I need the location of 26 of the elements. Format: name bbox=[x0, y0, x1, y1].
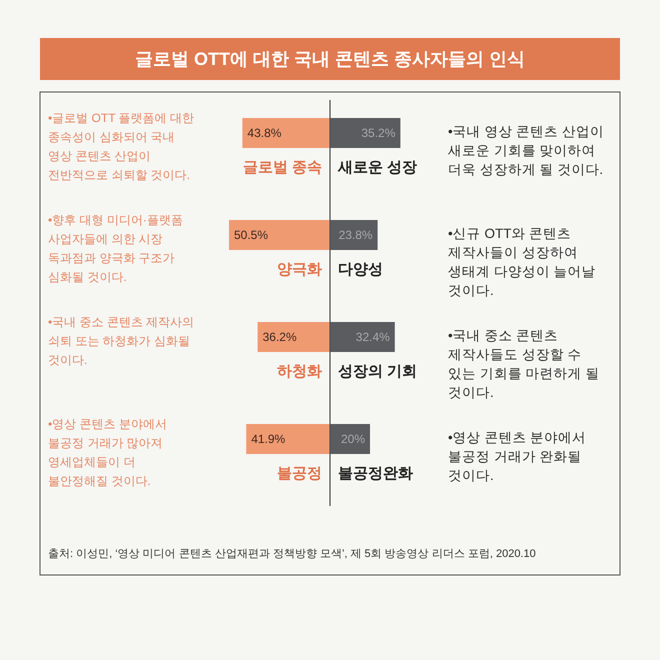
text: •영상 콘텐츠 분야에서 불공정 거래가 많아져 영세업체들이 더 불안정해질 것이다. bbox=[48, 417, 167, 488]
chart-title: 글로벌 OTT에 대한 국내 콘텐츠 종사자들의 인식 bbox=[135, 49, 525, 69]
data-label: 23.8% bbox=[338, 228, 373, 242]
text: •신규 OTT와 콘텐츠 제작사들이 성장하여 생태계 다양성이 늘어날 것이다. bbox=[448, 226, 596, 298]
y-tick-label: 글로벌 종속 bbox=[242, 159, 322, 176]
text: •글로벌 OTT 플랫폼에 대한 종속성이 심화되어 국내 영상 콘텐츠 산업이 전반적으로 쇠퇴할 것이다. bbox=[48, 111, 194, 182]
text: •국내 영상 콘텐츠 산업이 새로운 기회를 맞이하여 더욱 성장하게 될 것이다. bbox=[448, 124, 604, 177]
text: •국내 중소 콘텐츠 제작사의 쇠퇴 또는 하청화가 심화될 것이다. bbox=[48, 315, 194, 367]
y-tick-label: 새로운 성장 bbox=[337, 159, 418, 176]
text: •영상 콘텐츠 분야에서 불공정 거래가 완화될 것이다. bbox=[448, 430, 586, 483]
text: •향후 대형 미디어·플랫폼 사업자들에 의한 시장 독과점과 양극화 구조가 심화될 것이다. bbox=[48, 213, 183, 284]
y-tick-label: 성장의 기회 bbox=[338, 363, 418, 380]
data-label: 20% bbox=[340, 432, 366, 446]
data-label: 43.8% bbox=[247, 126, 282, 140]
data-label: 41.9% bbox=[251, 432, 286, 446]
y-tick-label: 양극화 bbox=[277, 261, 322, 278]
source-note: 출처: 이성민, ‘영상 미디어 콘텐츠 산업재편과 정책방향 모색’, 제 5회 방송영상 리더스 포럼, 2020.10 bbox=[48, 548, 536, 560]
y-tick-label: 불공정 bbox=[277, 465, 322, 482]
y-tick-label: 불공정완화 bbox=[338, 465, 413, 482]
y-tick-label: 다양성 bbox=[338, 261, 383, 278]
data-label: 32.4% bbox=[356, 330, 390, 344]
text: •국내 중소 콘텐츠 제작사들도 성장할 수 있는 기회를 마련하게 될 것이다. bbox=[448, 328, 600, 400]
data-label: 35.2% bbox=[361, 126, 396, 140]
y-tick-label: 하청화 bbox=[277, 363, 322, 380]
data-label: 50.5% bbox=[234, 228, 268, 242]
data-label: 36.2% bbox=[262, 330, 297, 344]
